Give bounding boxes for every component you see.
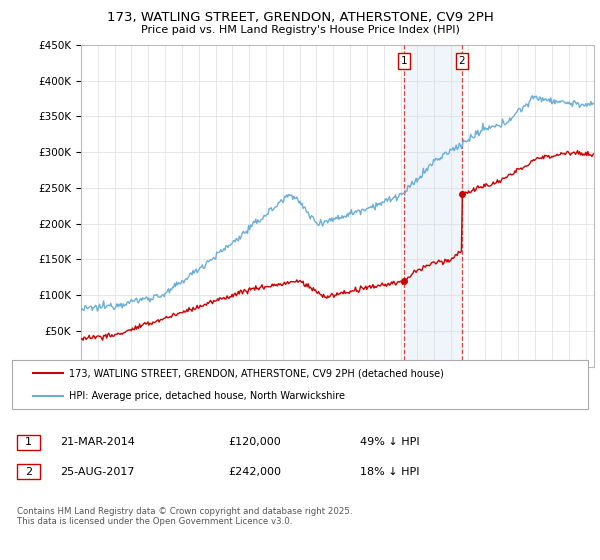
FancyBboxPatch shape xyxy=(12,360,588,409)
Text: HPI: Average price, detached house, North Warwickshire: HPI: Average price, detached house, Nort… xyxy=(69,391,345,402)
Text: 25-AUG-2017: 25-AUG-2017 xyxy=(60,466,134,477)
FancyBboxPatch shape xyxy=(17,464,40,479)
FancyBboxPatch shape xyxy=(17,435,40,450)
Text: 1: 1 xyxy=(401,56,407,66)
Text: 2: 2 xyxy=(25,466,32,477)
Bar xyxy=(404,45,462,367)
Text: £242,000: £242,000 xyxy=(228,466,281,477)
Text: 2: 2 xyxy=(458,56,465,66)
Text: 173, WATLING STREET, GRENDON, ATHERSTONE, CV9 2PH (detached house): 173, WATLING STREET, GRENDON, ATHERSTONE… xyxy=(69,368,444,379)
Text: £120,000: £120,000 xyxy=(228,437,281,447)
Text: 49% ↓ HPI: 49% ↓ HPI xyxy=(360,437,419,447)
Text: Price paid vs. HM Land Registry's House Price Index (HPI): Price paid vs. HM Land Registry's House … xyxy=(140,25,460,35)
Text: 173, WATLING STREET, GRENDON, ATHERSTONE, CV9 2PH: 173, WATLING STREET, GRENDON, ATHERSTONE… xyxy=(107,11,493,24)
Text: 18% ↓ HPI: 18% ↓ HPI xyxy=(360,466,419,477)
Text: 21-MAR-2014: 21-MAR-2014 xyxy=(60,437,135,447)
Text: 1: 1 xyxy=(25,437,32,447)
Text: Contains HM Land Registry data © Crown copyright and database right 2025.
This d: Contains HM Land Registry data © Crown c… xyxy=(17,507,352,526)
